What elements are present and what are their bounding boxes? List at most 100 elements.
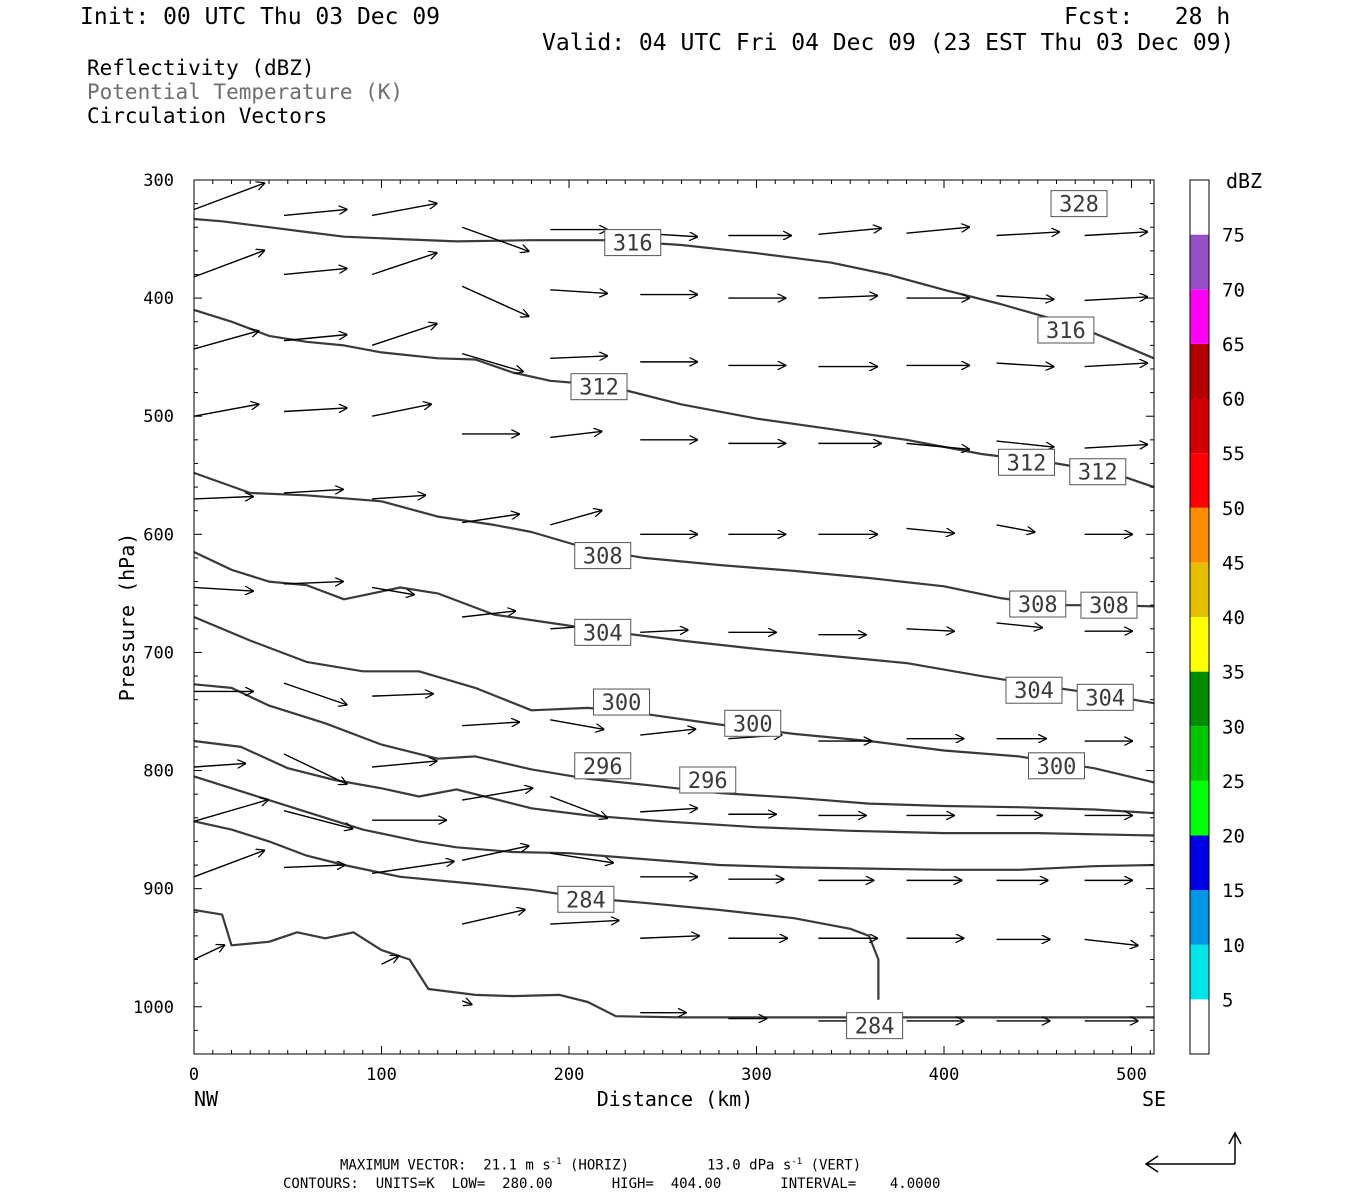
circulation-vector [283,335,347,342]
max-vector-vert-value: 13.0 dPa s [707,1157,792,1174]
colorbar-band [1190,999,1209,1054]
contour-label-box [557,885,615,913]
circulation-vector [193,800,268,822]
x-tick-label: 400 [929,1065,960,1085]
circulation-vector [462,514,519,524]
circulation-vector [283,810,352,829]
circulation-vectors [193,183,1148,1021]
y-tick-label: 700 [143,643,174,663]
circulation-vector [193,850,264,878]
circulation-vector [818,296,877,298]
circulation-vector [550,795,607,819]
circulation-vector [996,296,1054,300]
circulation-vector [283,682,347,705]
circulation-vector [193,496,253,498]
colorbar-label: 55 [1222,443,1245,465]
circulation-vector [640,729,695,736]
circulation-vector [193,763,245,767]
colorbar-band [1190,289,1209,344]
colorbar-label: 60 [1222,389,1245,411]
contour-label-box [1005,676,1063,704]
circulation-vector [996,622,1043,628]
colorbar-title: dBZ [1226,169,1262,193]
y-axis-label: Pressure (hPa) [115,533,139,702]
circulation-vector [372,495,425,499]
y-tick-label: 800 [143,762,174,782]
x-end-label-se: SE [1142,1087,1166,1111]
contour-label: 312 [1078,461,1118,486]
contour-label: 284 [566,888,606,913]
circulation-vector [1084,232,1148,236]
colorbar-label: 75 [1222,225,1245,247]
x-tick-label: 200 [554,1065,585,1085]
y-tick-label: 300 [143,171,174,191]
circulation-vector [283,753,347,784]
contour-label: 312 [1007,451,1047,476]
circulation-vector [193,587,253,591]
y-tick-label: 900 [143,880,174,900]
contour-label-box [574,618,632,646]
circulation-vector [906,629,955,631]
contour-label-box [679,766,737,794]
colorbar-band [1190,180,1209,235]
y-tick-label: 400 [143,289,174,309]
contour-label-box [1028,752,1085,780]
contour-label: 296 [688,769,728,794]
contour-label-box [724,709,782,737]
colorbar-label: 70 [1222,279,1245,301]
contour-label: 284 [855,1015,895,1040]
colorbar-label: 20 [1222,826,1245,848]
circulation-vector [1084,363,1148,367]
circulation-vector [550,920,618,924]
circulation-vector [906,442,970,449]
legend-potential-temperature: Potential Temperature (K) [87,80,404,104]
circulation-vector [996,363,1054,367]
circulation-vector [461,226,529,251]
circulation-vector [283,489,343,493]
circulation-vector [996,440,1054,447]
axes: 300 400 500 600 700 800 900 1000 0 100 200 300 400 50… [133,171,1154,1085]
circulation-vector [550,510,601,526]
contour-label: 316 [613,232,653,257]
contour-label-box [1009,590,1067,618]
contour-label-box [998,448,1055,476]
colorbar-band [1190,835,1209,891]
colorbar-band [1190,562,1209,617]
legend-reflectivity: Reflectivity (dBZ) [87,56,315,80]
contour-label-box [1076,683,1134,711]
circulation-vector [371,203,437,217]
circulation-vector [1084,445,1148,449]
circulation-vector [372,694,433,696]
circulation-vector [193,183,264,211]
contour-label: 304 [1085,686,1125,711]
contour-label: 308 [583,545,623,570]
colorbar-band [1190,671,1209,727]
max-vector-line: MAXIMUM VECTOR: 21.1 m s-1 (HORIZ) 13.0 d… [340,1158,861,1173]
colorbar-label: 30 [1222,716,1245,738]
circulation-vector [461,285,529,316]
circulation-vector [640,630,688,632]
max-vector-vert-unit: (VERT) [802,1157,862,1174]
circulation-vector [550,431,601,439]
dbz-colorbar: 5 10 15 20 25 30 35 40 45 50 55 60 65 70 75 [1189,179,1245,1055]
circulation-vector [550,719,603,730]
circulation-vector [461,1001,472,1005]
circulation-vector [283,582,343,584]
circulation-vector [550,356,607,358]
theta-contour-line [193,775,1155,871]
circulation-vector [461,846,529,861]
valid-time: Valid: 04 UTC Fri 04 Dec 09 (23 EST Thu … [542,30,1235,56]
colorbar-label: 40 [1222,607,1245,629]
colorbar-band [1190,726,1209,781]
colorbar-band [1190,343,1209,399]
circulation-vector [371,324,437,347]
contour-label: 300 [602,691,642,716]
colorbar-label: 25 [1222,771,1245,793]
contour-label-box [846,1012,904,1040]
contour-label-box [574,542,632,570]
circulation-vector [462,611,515,618]
colorbar-label: 65 [1222,334,1245,356]
circulation-vector [193,331,259,350]
theta-contours [193,217,1155,1019]
